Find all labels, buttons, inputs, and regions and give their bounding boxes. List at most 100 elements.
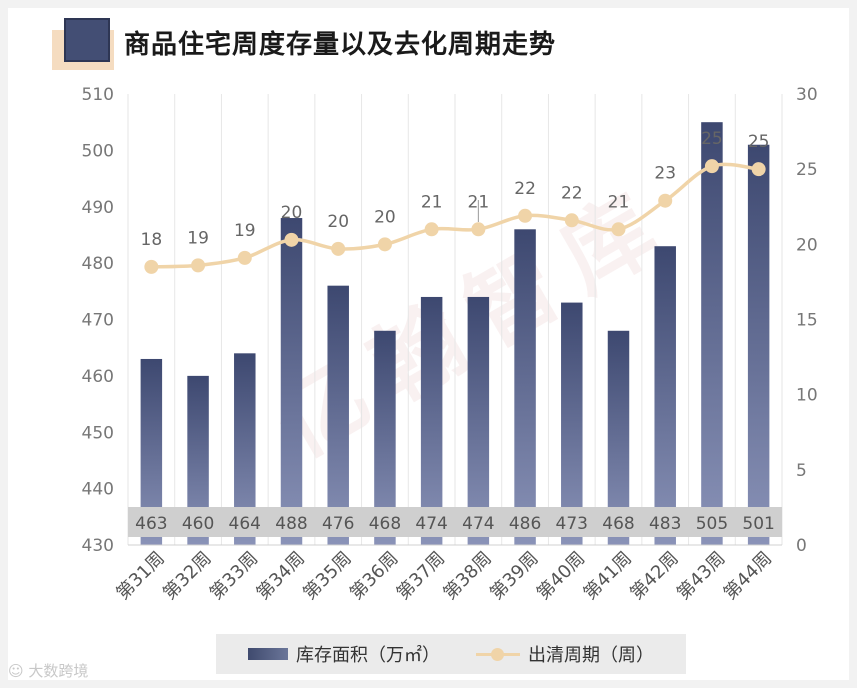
legend-item-line: 出清周期（周） <box>476 641 654 667</box>
y-left-tick-label: 490 <box>82 198 114 218</box>
y-left-tick-label: 430 <box>82 536 114 556</box>
x-tick-label: 第41周 <box>580 548 637 605</box>
bar <box>187 375 209 545</box>
line-point <box>191 258 206 273</box>
x-tick-label: 第36周 <box>346 548 403 605</box>
line-value-label: 20 <box>327 212 349 232</box>
line-value-label: 23 <box>654 164 676 184</box>
bar-value-label: 483 <box>649 514 681 534</box>
x-tick-label: 第38周 <box>439 548 496 605</box>
y-right-tick-label: 15 <box>796 311 818 331</box>
y-left-tick-label: 480 <box>82 254 114 274</box>
line-point <box>331 241 346 256</box>
y-left-tick-label: 450 <box>82 423 114 443</box>
line-value-label: 19 <box>187 228 209 248</box>
y-right-tick-label: 30 <box>796 85 818 105</box>
bar <box>420 296 443 545</box>
bar <box>654 246 676 545</box>
legend-line-swatch <box>476 648 520 661</box>
x-tick-label: 第43周 <box>673 548 730 605</box>
x-tick-label: 第34周 <box>253 548 310 605</box>
bar-value-label: 476 <box>322 514 354 534</box>
source-text: 大数跨境 <box>28 662 89 680</box>
line-value-label: 25 <box>701 129 723 149</box>
chart-title: 商品住宅周度存量以及去化周期走势 <box>124 30 557 60</box>
y-right-tick-label: 0 <box>796 536 807 556</box>
bar-value-label: 468 <box>602 514 634 534</box>
bar-value-label: 473 <box>556 514 588 534</box>
legend-bar-swatch <box>248 648 288 660</box>
line-point <box>144 259 159 274</box>
bar <box>234 353 256 545</box>
line-point <box>564 213 579 228</box>
y-left-tick-label: 470 <box>82 311 114 331</box>
legend-bar-label: 库存面积（万㎡） <box>296 645 440 666</box>
x-tick-label: 第31周 <box>112 548 169 605</box>
bar-label-band <box>128 507 782 537</box>
line-value-label: 22 <box>514 179 536 199</box>
bar-value-label: 463 <box>135 514 167 534</box>
line-value-label: 25 <box>748 132 770 152</box>
y-left-tick-label: 460 <box>82 367 114 387</box>
title-square-icon <box>64 18 110 62</box>
line-point <box>518 208 533 223</box>
bar <box>607 330 630 545</box>
bar <box>561 302 583 545</box>
x-tick-label: 第42周 <box>626 548 683 605</box>
line-value-label: 20 <box>374 207 396 227</box>
line-point <box>704 159 719 174</box>
legend-line-label: 出清周期（周） <box>528 645 654 666</box>
bar <box>747 144 770 546</box>
y-left-tick-label: 510 <box>82 85 114 105</box>
y-right-tick-label: 20 <box>796 235 818 255</box>
x-tick-label: 第40周 <box>533 548 590 605</box>
line-value-label: 19 <box>234 221 256 241</box>
title-block: 商品住宅周度存量以及去化周期走势 <box>0 0 857 80</box>
bar <box>327 285 349 545</box>
line-value-label: 20 <box>281 203 303 223</box>
bar <box>467 296 490 545</box>
y-left-tick-label: 440 <box>82 480 114 500</box>
line-point <box>471 222 486 237</box>
line-point <box>424 222 439 237</box>
line-point <box>377 237 392 252</box>
x-tick-label: 第33周 <box>206 548 263 605</box>
line-point <box>658 193 673 208</box>
bar <box>701 122 723 545</box>
line-point <box>751 162 766 177</box>
bar-value-label: 488 <box>275 514 307 534</box>
bar-value-label: 501 <box>742 514 774 534</box>
line-point <box>611 222 626 237</box>
y-right-tick-label: 5 <box>796 461 807 481</box>
bar-value-label: 474 <box>462 514 494 534</box>
line-value-label: 18 <box>141 230 163 250</box>
legend-item-bar: 库存面积（万㎡） <box>248 641 440 667</box>
line-point <box>284 232 299 247</box>
source-mark: ☺ 大数跨境 <box>8 660 88 681</box>
bar <box>280 218 303 545</box>
x-tick-label: 第39周 <box>486 548 543 605</box>
bar-value-label: 464 <box>229 514 261 534</box>
x-tick-label: 第37周 <box>393 548 450 605</box>
bar <box>140 358 163 545</box>
bar-value-label: 486 <box>509 514 541 534</box>
bar <box>374 330 396 545</box>
line-value-label: 21 <box>421 192 443 212</box>
bar-value-label: 460 <box>182 514 214 534</box>
x-tick-label: 第35周 <box>299 548 356 605</box>
line-value-label: 21 <box>608 192 630 212</box>
y-right-tick-label: 10 <box>796 386 818 406</box>
bar-value-label: 468 <box>369 514 401 534</box>
bar-value-label: 505 <box>696 514 728 534</box>
source-logo-icon: ☺ <box>8 662 29 680</box>
y-left-tick-label: 500 <box>82 141 114 161</box>
bar-value-label: 474 <box>415 514 447 534</box>
bar <box>514 229 536 546</box>
line-value-label: 22 <box>561 183 583 203</box>
line-point <box>237 250 252 265</box>
x-tick-label: 第32周 <box>159 548 216 605</box>
x-tick-label: 第44周 <box>720 548 777 605</box>
y-right-tick-label: 25 <box>796 160 818 180</box>
legend: 库存面积（万㎡） 出清周期（周） <box>216 634 686 674</box>
